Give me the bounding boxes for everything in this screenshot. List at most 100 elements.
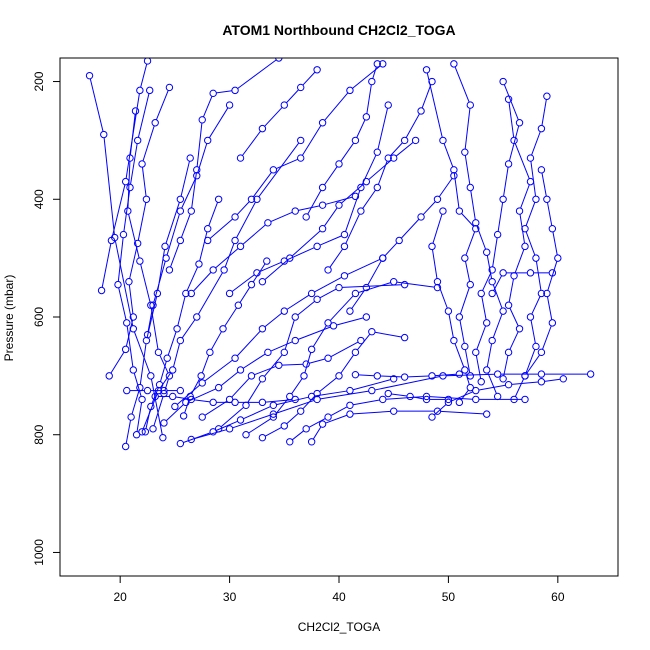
data-point <box>384 389 392 398</box>
series-segment <box>435 373 457 377</box>
data-point <box>275 58 283 62</box>
data-point <box>149 301 157 309</box>
data-point <box>247 280 256 289</box>
x-tick-label: 20 <box>113 590 127 604</box>
data-point <box>324 413 332 421</box>
data-point <box>466 183 474 192</box>
data-point <box>548 225 557 233</box>
data-point <box>433 283 442 292</box>
series-segment <box>345 190 361 232</box>
data-point <box>499 269 507 277</box>
data-point <box>187 207 195 215</box>
series-segment <box>237 59 277 89</box>
data-point <box>526 177 535 186</box>
data-point <box>318 225 327 233</box>
data-point <box>521 225 529 233</box>
data-point <box>368 386 376 395</box>
data-point <box>126 183 134 192</box>
data-point <box>400 280 409 289</box>
series-38 <box>179 257 271 420</box>
series-segment <box>159 372 172 389</box>
data-point <box>126 154 134 162</box>
data-point <box>242 401 250 409</box>
data-point <box>439 372 447 380</box>
data-point <box>297 83 305 92</box>
series-segment <box>153 261 166 303</box>
series-segment <box>366 84 372 114</box>
series-segment <box>111 184 126 238</box>
series-segment <box>454 343 465 368</box>
data-point <box>280 257 288 265</box>
series-segment <box>180 213 191 238</box>
series-segment <box>465 372 470 385</box>
series-segment <box>329 295 354 321</box>
data-point <box>123 319 131 327</box>
series-segment <box>201 355 210 374</box>
data-point <box>318 420 327 428</box>
data-point <box>197 372 205 380</box>
data-point <box>138 160 146 168</box>
series-segment <box>304 352 312 373</box>
data-point <box>247 372 256 380</box>
series-30 <box>521 92 551 380</box>
data-point <box>291 207 299 215</box>
series-segment <box>493 275 503 291</box>
data-point <box>132 431 141 439</box>
series-segment <box>357 333 371 351</box>
data-point <box>165 83 174 92</box>
data-point <box>340 272 349 280</box>
data-point <box>193 172 201 180</box>
data-point <box>307 345 316 354</box>
series-segment <box>159 361 167 382</box>
data-point <box>340 242 349 251</box>
series-segment <box>130 143 138 185</box>
data-point <box>351 348 360 357</box>
series-31 <box>450 60 507 401</box>
series-segment <box>141 167 147 197</box>
data-point <box>504 160 513 168</box>
data-point <box>379 395 387 404</box>
series-17 <box>204 60 387 245</box>
series-segment <box>140 63 148 88</box>
data-point <box>182 289 190 298</box>
series-segment <box>236 330 261 357</box>
series-14 <box>258 328 409 442</box>
series-segment <box>118 287 127 320</box>
data-point <box>195 260 203 268</box>
data-point <box>214 425 223 433</box>
series-segment <box>377 108 388 150</box>
series-segment <box>128 284 134 314</box>
x-tick-label: 60 <box>551 590 565 604</box>
series-segment <box>308 418 326 428</box>
series-segment <box>361 154 377 185</box>
series-segment <box>197 272 223 315</box>
series-segment <box>209 218 233 239</box>
series-segment <box>526 354 540 374</box>
series-segment <box>391 393 408 397</box>
series-segment <box>216 90 232 94</box>
series-segment <box>159 355 169 374</box>
data-point <box>362 177 371 186</box>
data-point <box>136 86 144 95</box>
data-point <box>160 419 168 427</box>
series-segment <box>291 230 321 257</box>
data-point <box>461 342 469 351</box>
series-segment <box>133 331 151 374</box>
series-segment <box>356 119 366 138</box>
series-segment <box>511 381 539 385</box>
series-segment <box>204 400 228 416</box>
data-point <box>318 119 327 127</box>
data-point <box>499 375 507 383</box>
data-point <box>176 386 185 395</box>
series-segment <box>276 158 298 170</box>
data-point <box>406 392 414 401</box>
data-point <box>362 113 371 121</box>
series-segment <box>117 237 124 282</box>
y-tick-label: 600 <box>32 307 46 327</box>
series-segment <box>242 353 266 369</box>
data-point <box>147 372 155 380</box>
data-point <box>537 378 546 386</box>
series-segment <box>265 399 293 403</box>
data-point <box>253 195 261 203</box>
data-point <box>209 398 217 407</box>
